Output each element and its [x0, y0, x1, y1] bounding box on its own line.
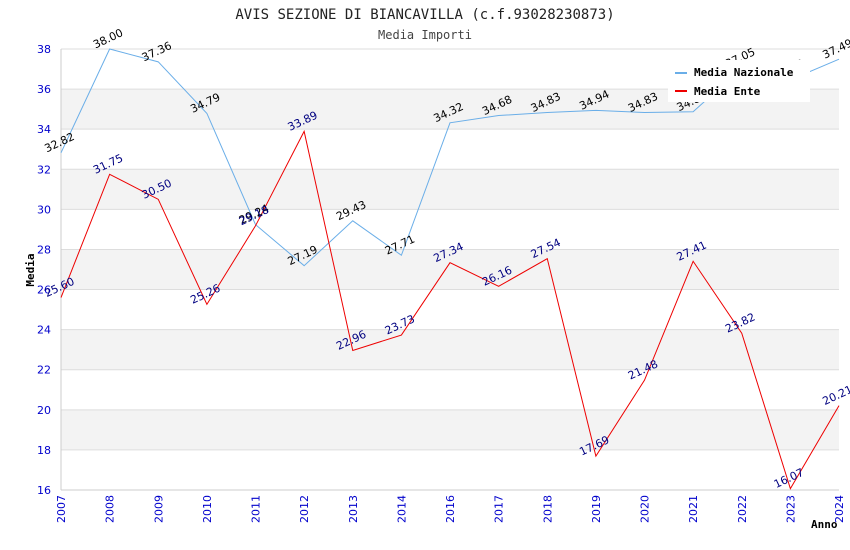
y-tick-label: 16 — [37, 484, 51, 497]
grid-band — [61, 409, 839, 450]
x-axis-label: Anno — [811, 518, 838, 531]
y-tick-label: 38 — [37, 43, 51, 56]
y-tick-label: 24 — [37, 324, 51, 337]
y-tick-labels: 16 18 20 22 24 26 28 30 32 34 36 38 — [37, 43, 51, 497]
grid-band — [61, 209, 839, 250]
y-tick-label: 34 — [37, 123, 51, 136]
y-tick-label: 20 — [37, 404, 51, 417]
y-axis-label: Media — [24, 253, 37, 286]
y-tick-label: 26 — [37, 284, 51, 297]
y-tick-label: 36 — [37, 83, 51, 96]
x-tick-label: 2012 — [298, 495, 311, 523]
grid-band — [61, 169, 839, 210]
x-tick-label: 2021 — [687, 495, 700, 523]
chart-subtitle: Media Importi — [378, 28, 472, 42]
legend: Media Nazionale Media Ente — [668, 60, 810, 102]
x-tick-label: 2018 — [541, 495, 554, 523]
legend-label-media-nazionale: Media Nazionale — [694, 66, 794, 79]
grid-band — [61, 289, 839, 330]
grid-band — [61, 369, 839, 410]
legend-background — [668, 60, 810, 102]
grid-band — [61, 449, 839, 490]
data-label: 38.00 — [91, 26, 125, 51]
x-tick-label: 2009 — [152, 495, 165, 523]
x-tick-label: 2019 — [590, 495, 603, 523]
y-tick-label: 30 — [37, 203, 51, 216]
chart-title: AVIS SEZIONE DI BIANCAVILLA (c.f.9302823… — [235, 7, 614, 23]
y-tick-label: 32 — [37, 163, 51, 176]
y-tick-label: 22 — [37, 364, 51, 377]
x-tick-label: 2013 — [347, 495, 360, 523]
x-tick-label: 2011 — [250, 495, 263, 523]
x-tick-label: 2023 — [784, 495, 797, 523]
x-tick-label: 2010 — [201, 495, 214, 523]
x-tick-labels: 2007 2008 2009 2010 2011 2012 2013 2014 2016 2017… — [55, 495, 846, 523]
x-tick-label: 2008 — [104, 495, 117, 523]
x-tick-label: 2024 — [833, 495, 846, 523]
x-tick-label: 2020 — [639, 495, 652, 523]
series-line-1 — [60, 129, 840, 490]
grid-band — [61, 129, 839, 170]
x-tick-label: 2007 — [55, 495, 68, 523]
x-tick-label: 2022 — [736, 495, 749, 523]
y-tick-label: 18 — [37, 444, 51, 457]
y-tick-label: 28 — [37, 243, 51, 256]
legend-label-media-ente: Media Ente — [694, 85, 761, 98]
x-tick-label: 2017 — [493, 495, 506, 523]
x-tick-label: 2016 — [444, 495, 457, 523]
grid-band — [61, 329, 839, 370]
x-tick-label: 2014 — [395, 495, 408, 523]
